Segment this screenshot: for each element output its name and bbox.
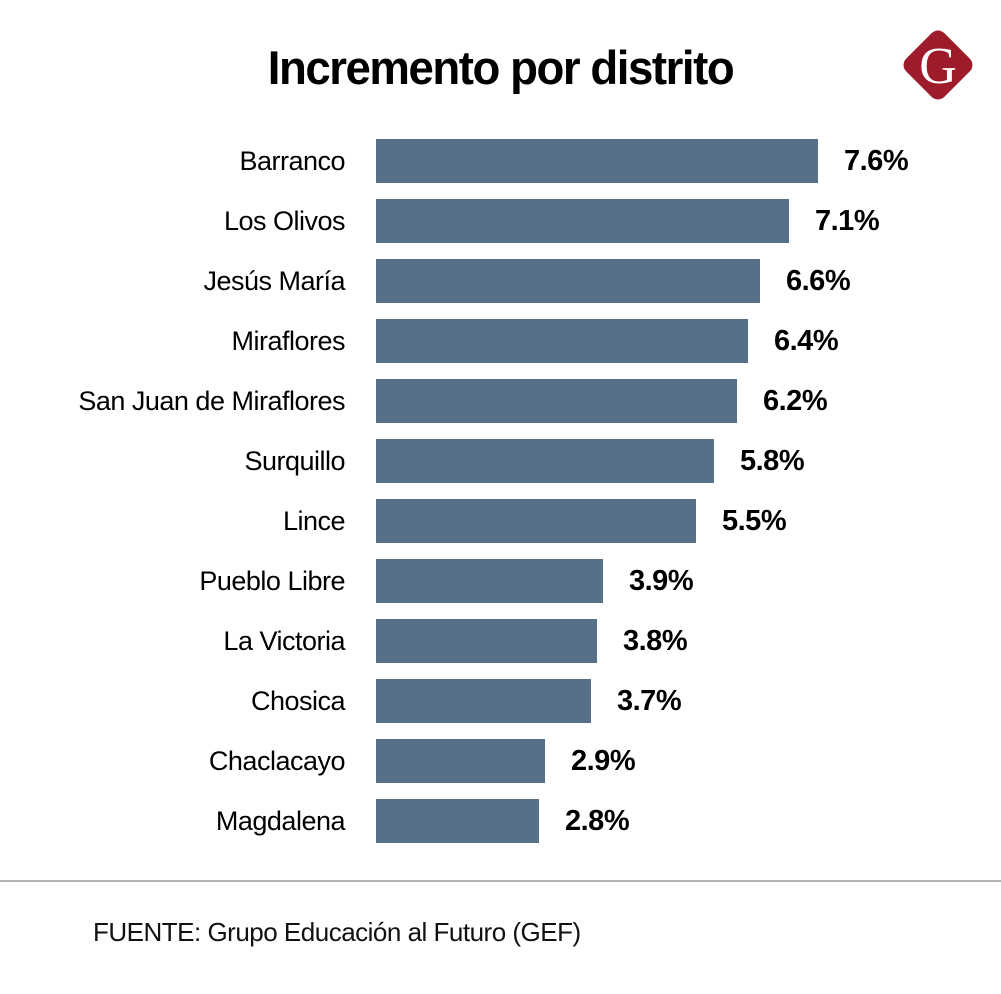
bar-area: 3.8% <box>376 611 1001 671</box>
bar <box>376 739 545 783</box>
value-label: 6.6% <box>786 264 851 297</box>
bar <box>376 619 597 663</box>
bar-area: 3.9% <box>376 551 1001 611</box>
bar <box>376 499 696 543</box>
bar-area: 6.6% <box>376 251 1001 311</box>
category-label: Chaclacayo <box>208 745 346 776</box>
value-label: 5.8% <box>740 444 805 477</box>
chart-row: Pueblo Libre 3.9% <box>0 551 1001 611</box>
chart-row: Surquillo 5.8% <box>0 431 1001 491</box>
bar-area: 2.8% <box>376 791 1001 851</box>
category-label: Lince <box>282 505 346 536</box>
chart-row: Miraflores 6.4% <box>0 311 1001 371</box>
chart-row: Jesús María 6.6% <box>0 251 1001 311</box>
bar <box>376 319 748 363</box>
bar-chart: Barranco 7.6% Los Olivos 7.1% Jesús Marí… <box>0 131 1001 851</box>
value-label: 5.5% <box>722 504 787 537</box>
value-label: 7.1% <box>815 204 880 237</box>
value-label: 3.9% <box>629 564 694 597</box>
brand-logo: G <box>890 17 986 113</box>
chart-row: Magdalena 2.8% <box>0 791 1001 851</box>
bar <box>376 379 737 423</box>
header: Incremento por distrito G <box>0 0 1001 130</box>
category-label: La Victoria <box>223 625 345 656</box>
category-label: Jesús María <box>203 265 345 296</box>
value-label: 3.8% <box>623 624 688 657</box>
value-label: 3.7% <box>617 684 682 717</box>
bar <box>376 259 760 303</box>
chart-row: Los Olivos 7.1% <box>0 191 1001 251</box>
bar-area: 7.1% <box>376 191 1001 251</box>
value-label: 6.2% <box>763 384 828 417</box>
category-label: Miraflores <box>231 325 345 356</box>
logo-letter-g: G <box>919 38 957 95</box>
chart-row: Chosica 3.7% <box>0 671 1001 731</box>
value-label: 7.6% <box>844 144 909 177</box>
category-label: San Juan de Miraflores <box>78 385 345 416</box>
chart-row: Lince 5.5% <box>0 491 1001 551</box>
bar-area: 6.2% <box>376 371 1001 431</box>
bar-area: 6.4% <box>376 311 1001 371</box>
category-label: Los Olivos <box>223 205 346 236</box>
bar-area: 3.7% <box>376 671 1001 731</box>
bar <box>376 679 591 723</box>
bar <box>376 559 603 603</box>
bar <box>376 799 539 843</box>
bar <box>376 199 789 243</box>
bar <box>376 139 818 183</box>
category-label: Surquillo <box>244 445 345 476</box>
category-label: Magdalena <box>215 805 346 836</box>
value-label: 2.9% <box>571 744 636 777</box>
category-label: Barranco <box>239 145 345 176</box>
bar <box>376 439 714 483</box>
chart-title: Incremento por distrito <box>267 41 735 94</box>
footer-divider <box>0 880 1001 882</box>
category-label: Chosica <box>250 685 346 716</box>
category-label: Pueblo Libre <box>199 565 345 596</box>
bar-area: 5.5% <box>376 491 1001 551</box>
bar-area: 5.8% <box>376 431 1001 491</box>
bar-area: 2.9% <box>376 731 1001 791</box>
value-label: 6.4% <box>774 324 839 357</box>
chart-row: San Juan de Miraflores 6.2% <box>0 371 1001 431</box>
chart-row: La Victoria 3.8% <box>0 611 1001 671</box>
chart-row: Chaclacayo 2.9% <box>0 731 1001 791</box>
chart-row: Barranco 7.6% <box>0 131 1001 191</box>
value-label: 2.8% <box>565 804 630 837</box>
bar-area: 7.6% <box>376 131 1001 191</box>
source-text: FUENTE: Grupo Educación al Futuro (GEF) <box>93 917 581 947</box>
